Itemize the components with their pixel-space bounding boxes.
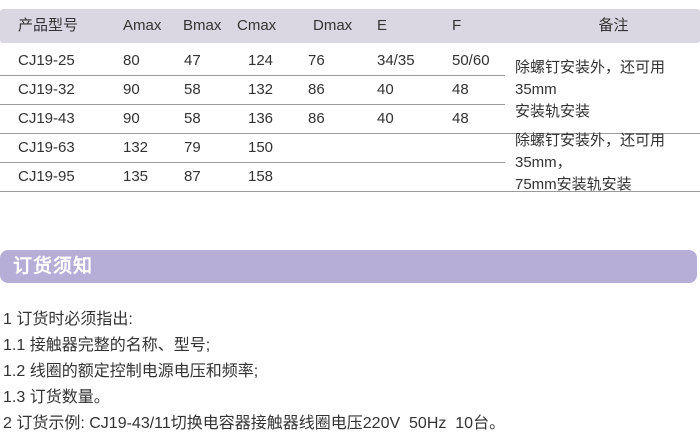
cell-bmax: 79 [183, 134, 246, 163]
cell-amax: 135 [123, 163, 183, 192]
cell-e: 34/35 [377, 47, 452, 76]
cell-bmax: 47 [183, 47, 246, 76]
cell-e: 40 [377, 76, 452, 105]
cell-model: CJ19-95 [0, 163, 123, 192]
col-header-remark: 备注 [598, 17, 629, 34]
cell-amax: 90 [123, 76, 183, 105]
note-line: 1.3 订货数量。 [3, 389, 110, 406]
cell-model: CJ19-43 [0, 105, 123, 134]
cell-cmax: 158 [246, 163, 308, 192]
col-header-dmax: Dmax [313, 17, 353, 34]
cell-f: 50/60 [452, 47, 505, 76]
remark-group-1: 除螺钉安装外，还可用35mm 安装轨安装 [505, 47, 700, 134]
note-line: 1.2 线圈的额定控制电源电压和频率; [3, 363, 259, 380]
cell-e [377, 163, 452, 192]
cell-dmax: 86 [308, 76, 377, 105]
section-banner-ordering-notice: 订货须知 [0, 250, 697, 283]
section-banner-title: 订货须知 [13, 256, 94, 277]
cell-cmax: 136 [246, 105, 308, 134]
cell-model: CJ19-32 [0, 76, 123, 105]
cell-f [452, 163, 505, 192]
cell-amax: 80 [123, 47, 183, 76]
note-line: 1.1 接触器完整的名称、型号; [3, 337, 211, 354]
cell-e [377, 134, 452, 163]
col-header-cmax: Cmax [237, 17, 277, 34]
cell-bmax: 87 [183, 163, 246, 192]
col-header-e: E [377, 17, 388, 34]
col-header-model: 产品型号 [18, 17, 79, 34]
col-header-bmax: Bmax [183, 17, 222, 34]
note-line: 2 订货示例: CJ19-43/11切换电容器接触器线圈电压220V 50Hz … [3, 415, 506, 432]
table-body: CJ19-25 80 47 124 76 34/35 50/60 CJ19-32… [0, 47, 700, 193]
cell-amax: 132 [123, 134, 183, 163]
col-header-amax: Amax [123, 17, 162, 34]
table-header-row: 产品型号 Amax Bmax Cmax Dmax E F 备注 [0, 9, 700, 43]
dimension-spec-table: 产品型号 Amax Bmax Cmax Dmax E F 备注 CJ19-25 … [0, 9, 700, 193]
cell-bmax: 58 [183, 105, 246, 134]
cell-model: CJ19-25 [0, 47, 123, 76]
cell-bmax: 58 [183, 76, 246, 105]
col-header-f: F [452, 17, 462, 34]
cell-dmax: 86 [308, 105, 377, 134]
cell-dmax [308, 134, 377, 163]
cell-f: 48 [452, 105, 505, 134]
cell-cmax: 132 [246, 76, 308, 105]
cell-amax: 90 [123, 105, 183, 134]
cell-cmax: 124 [246, 47, 308, 76]
cell-f: 48 [452, 76, 505, 105]
remark-group-2: 除螺钉安装外，还可用35mm， 75mm安装轨安装 [505, 132, 700, 193]
note-line: 1 订货时必须指出: [3, 311, 133, 328]
cell-dmax [308, 163, 377, 192]
cell-dmax: 76 [308, 47, 377, 76]
cell-cmax: 150 [246, 134, 308, 163]
cell-model: CJ19-63 [0, 134, 123, 163]
cell-f [452, 134, 505, 163]
cell-e: 40 [377, 105, 452, 134]
ordering-notes: 1 订货时必须指出: 1.1 接触器完整的名称、型号; 1.2 线圈的额定控制电… [0, 307, 700, 437]
